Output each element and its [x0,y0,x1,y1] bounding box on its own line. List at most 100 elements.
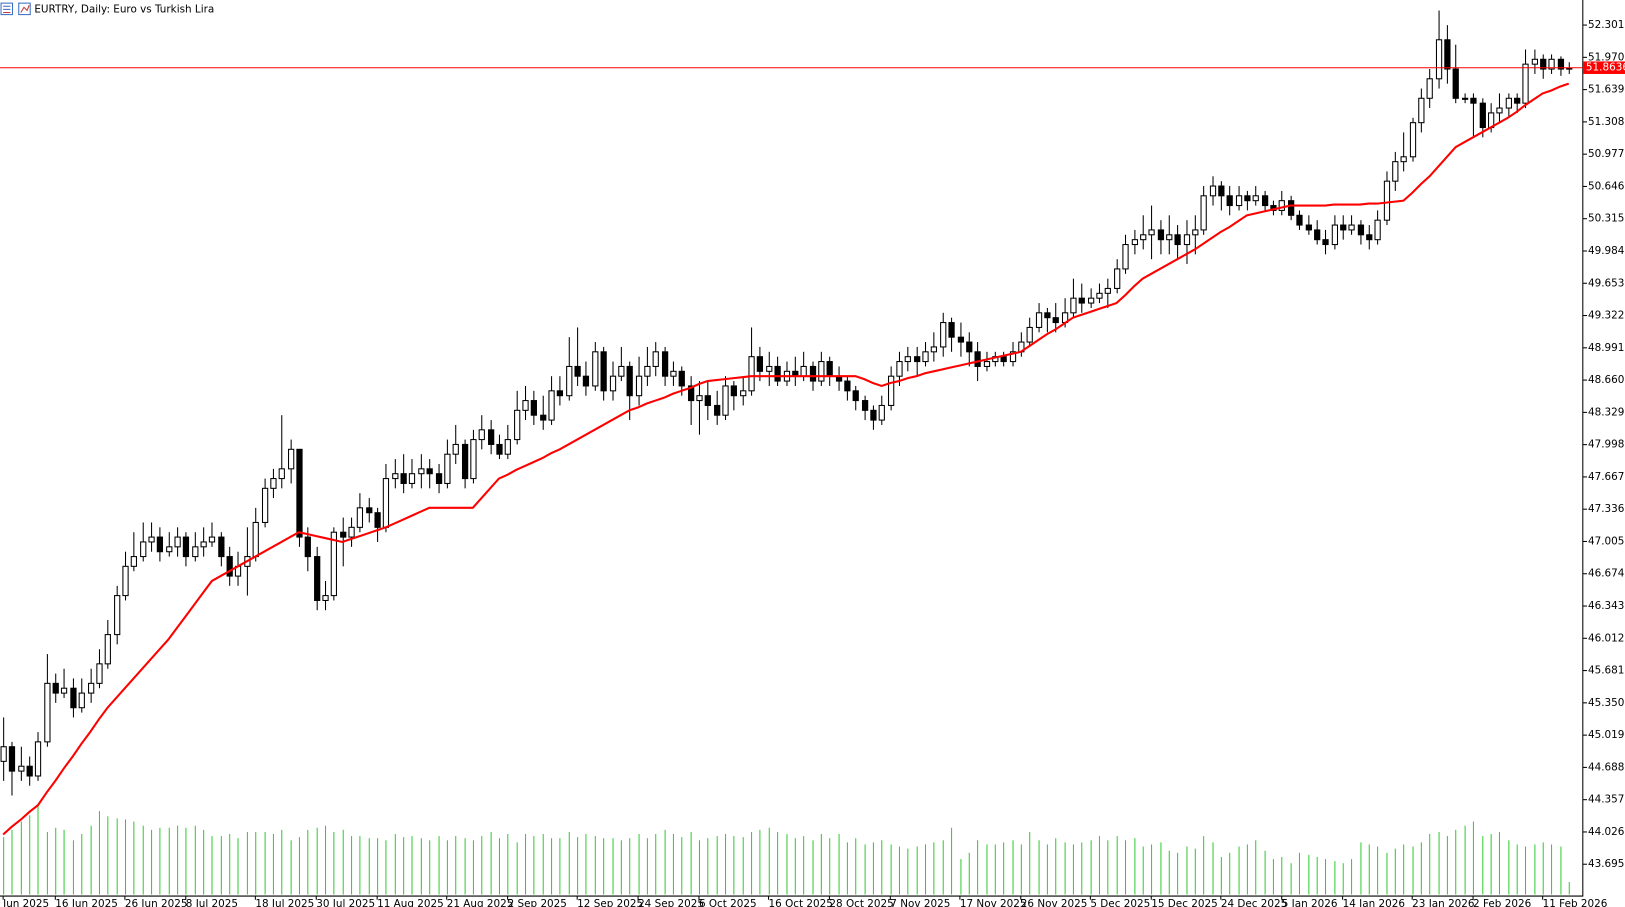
candle-body [104,634,111,665]
candle-body [870,409,877,421]
y-tick-label: 48.6600 [1588,374,1625,386]
candle-body [96,663,103,684]
x-tick-label: 21 Aug 2025 [447,898,514,907]
candle-body [644,365,651,377]
candle-body [478,429,485,441]
candle-body [609,375,617,392]
candle-body [1278,200,1285,211]
candle-body [444,453,451,484]
x-tick-label: 16 Jun 2025 [55,898,118,907]
x-tick-label: 17 Nov 2025 [960,898,1027,907]
x-tick-label: 2 Sep 2025 [508,898,567,907]
y-tick-label: 50.9770 [1588,148,1625,160]
candle-body [904,356,911,363]
candle-body [1331,224,1339,246]
candle-body [514,409,521,441]
candle-body [1000,356,1007,363]
candle-body [1252,195,1259,202]
candle-body [114,595,121,636]
candle-body [34,741,42,777]
candle-body [488,429,495,445]
candle-body [661,351,669,377]
y-tick-label: 47.6670 [1588,471,1625,483]
candle-body [261,487,269,523]
candle-body [556,390,564,397]
candle-body [818,361,825,382]
candle-body [1479,102,1486,129]
candle-body [304,536,311,558]
x-tick-label: 23 Jan 2026 [1412,898,1474,907]
candle-body [1035,312,1043,328]
candle-body [496,443,503,455]
candle-body [930,346,937,353]
candle-body [192,546,199,558]
candle-body [174,536,181,548]
candle-body [1200,195,1207,231]
candle-body [626,365,633,397]
candle-body [714,404,721,416]
candle-body [888,375,895,406]
y-tick-label: 46.3430 [1588,600,1625,612]
candle-body [618,365,625,377]
candle-body [452,443,459,455]
candle-body [966,341,973,353]
candle-body [1452,68,1459,99]
candle-body [52,682,59,694]
candle-body [922,351,929,363]
candle-body [652,351,659,367]
candle-body [1026,326,1033,343]
y-tick-label: 51.6390 [1588,84,1625,96]
candle-body [330,531,337,597]
candle-body [600,351,607,392]
candle-body [270,478,277,489]
candle-body [400,473,407,484]
candle-body [948,322,955,338]
candle-body [1296,214,1303,226]
candle-body [156,536,164,553]
chart-title: EURTRY, Daily: Euro vs Turkish Lira [34,3,214,15]
y-tick-label: 43.6950 [1588,858,1625,870]
candle-body [635,375,643,397]
candle-body [704,395,711,406]
candle-body [548,390,555,421]
candle-body [1235,195,1243,207]
candle-body [1548,58,1555,70]
candle-body [1435,39,1443,80]
candle-body [1183,234,1191,246]
candle-body [566,365,573,397]
y-tick-label: 44.6880 [1588,761,1625,773]
candle-body [592,351,599,387]
x-tick-label: 7 Nov 2025 [890,898,950,907]
y-tick-label: 44.0260 [1588,826,1625,838]
candle-body [852,390,859,402]
y-tick-label: 47.9980 [1588,439,1625,451]
candle-body [748,356,755,392]
candle-body [756,356,764,372]
y-tick-label: 46.0120 [1588,632,1625,644]
candle-body [1044,312,1051,319]
candle-body [470,439,477,480]
candle-body [18,765,25,772]
y-tick-label: 44.3570 [1588,794,1625,806]
candle-body [426,468,433,475]
candle-body [696,395,703,402]
x-tick-label: 24 Dec 2025 [1221,898,1287,907]
candle-body [392,473,399,480]
x-tick-label: 14 Jan 2026 [1343,898,1405,907]
y-tick-label: 48.3290 [1588,406,1625,418]
candle-body [1209,185,1217,197]
candle-body [374,512,381,528]
candle-body [366,507,373,514]
candle-body [340,531,347,538]
y-tick-label: 50.6460 [1588,180,1625,192]
candle-body [218,536,225,558]
candle-body [1140,234,1147,241]
candle-body [148,536,155,543]
candle-body [26,765,33,777]
candle-body [774,365,781,382]
candle-body [530,400,537,416]
candle-layer [0,10,1573,836]
candle-body [1340,224,1347,231]
